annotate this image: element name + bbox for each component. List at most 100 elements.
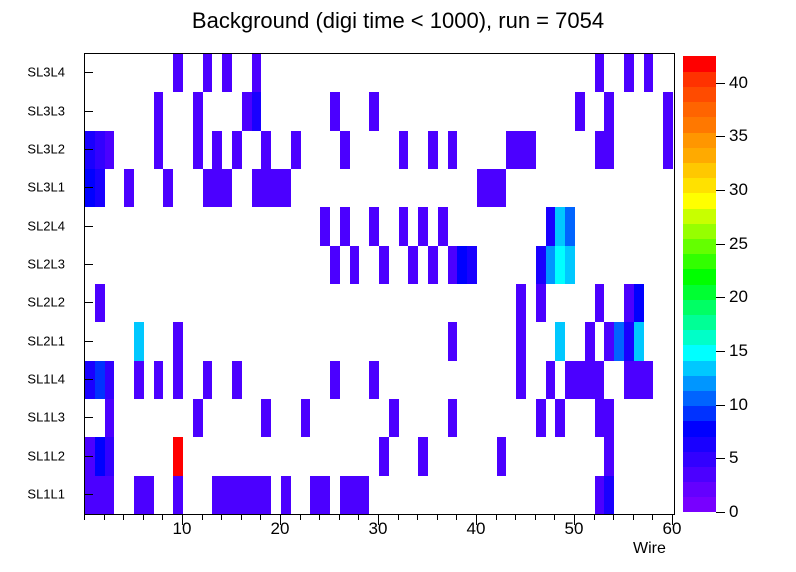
- heatmap-cell: [94, 130, 105, 169]
- heatmap-cell: [124, 169, 134, 208]
- heatmap-cell: [496, 169, 507, 208]
- heatmap-cell: [330, 245, 340, 284]
- palette-band: [683, 314, 716, 331]
- chart-title: Background (digi time < 1000), run = 705…: [191, 8, 605, 33]
- x-axis-minor-tick: [299, 514, 301, 520]
- heatmap-cell: [457, 245, 468, 284]
- x-axis-minor-tick: [613, 514, 615, 520]
- x-axis-major-tick: [574, 514, 576, 525]
- heatmap-cell: [153, 360, 164, 399]
- heatmap-cell: [545, 207, 556, 246]
- heatmap-cell: [339, 130, 350, 169]
- y-axis-label-sl2l3: SL2L3: [27, 256, 65, 272]
- heatmap-cell: [379, 245, 389, 284]
- heatmap-cell: [339, 475, 350, 514]
- heatmap-cell: [565, 245, 576, 284]
- palette-band: [683, 162, 716, 179]
- y-axis-label-sl3l3: SL3L3: [27, 103, 65, 118]
- palette-tick-label: 25: [729, 233, 748, 253]
- heatmap-cell: [241, 92, 252, 131]
- y-axis-tick: [84, 378, 93, 380]
- heatmap-cell: [388, 399, 399, 438]
- heatmap-cell: [604, 322, 615, 361]
- palette-band: [683, 496, 716, 512]
- heatmap-cell: [496, 437, 507, 476]
- palette-band: [683, 420, 716, 437]
- heatmap-cell: [300, 399, 311, 438]
- heatmap-cell: [104, 437, 115, 476]
- palette-band: [683, 284, 716, 300]
- heatmap-cell: [330, 92, 340, 131]
- palette-band: [683, 177, 716, 194]
- x-axis-major-tick: [182, 514, 183, 525]
- heatmap-cell: [94, 437, 105, 476]
- heatmap-cell: [516, 284, 526, 323]
- heatmap-cell: [535, 399, 546, 438]
- palette-band: [683, 132, 716, 148]
- heatmap-cell: [212, 169, 223, 208]
- y-axis-label-sl1l2: SL1L2: [27, 448, 65, 463]
- palette-tick-label: 5: [729, 448, 739, 468]
- palette-tick-label: 15: [729, 341, 748, 361]
- heatmap-cell: [516, 360, 526, 399]
- palette-band: [683, 86, 716, 103]
- heatmap-cell: [594, 130, 605, 169]
- heatmap-cell: [261, 399, 272, 438]
- palette-tick-label: 0: [729, 502, 739, 521]
- y-axis-tick: [84, 417, 93, 419]
- heatmap-cell: [94, 475, 105, 514]
- heatmap-cell: [251, 92, 262, 131]
- x-axis-minor-tick: [593, 514, 595, 520]
- palette-band: [683, 147, 716, 163]
- heatmap-cell: [241, 475, 252, 514]
- y-axis-label-sl2l4: SL2L4: [27, 218, 65, 233]
- x-axis-minor-tick: [534, 514, 536, 520]
- heatmap-cell: [447, 399, 458, 438]
- heatmap-cell: [516, 322, 526, 361]
- palette-band: [683, 101, 716, 118]
- x-axis-major-tick: [476, 514, 477, 525]
- heatmap-cell: [555, 207, 566, 246]
- heatmap-cell: [633, 322, 644, 361]
- heatmap-cell: [428, 130, 438, 169]
- heatmap-cell: [633, 284, 644, 323]
- heatmap-cell: [643, 360, 654, 399]
- heatmap-cell: [624, 322, 634, 361]
- heatmap-cell: [232, 130, 242, 169]
- heatmap-cell: [202, 360, 213, 399]
- palette-tick: [716, 82, 725, 84]
- heatmap-cell: [134, 360, 144, 399]
- heatmap-cell: [447, 245, 458, 284]
- heatmap-cell: [369, 92, 379, 131]
- x-axis-title: Wire: [633, 540, 666, 557]
- heatmap-cell: [281, 475, 291, 514]
- palette-band: [683, 360, 716, 376]
- palette-band: [683, 451, 716, 467]
- heatmap-cell: [467, 245, 477, 284]
- heatmap-cell: [555, 322, 566, 361]
- x-axis-minor-tick: [397, 514, 399, 520]
- heatmap-cell: [555, 245, 566, 284]
- x-axis-minor-tick: [123, 514, 125, 520]
- palette-band: [683, 436, 716, 452]
- heatmap-cell: [516, 130, 526, 169]
- x-axis-minor-tick: [358, 514, 360, 520]
- heatmap-cell: [408, 245, 419, 284]
- heatmap-cell: [261, 475, 272, 514]
- palette-tick-label: 30: [729, 180, 748, 200]
- heatmap-cell: [192, 92, 203, 131]
- heatmap-cell: [232, 360, 242, 399]
- heatmap-cell: [418, 437, 428, 476]
- y-axis-label-sl2l2: SL2L2: [27, 294, 65, 310]
- x-axis-minor-tick: [260, 514, 262, 520]
- color-palette-bar: [683, 56, 716, 512]
- x-axis-minor-tick: [201, 514, 203, 520]
- heatmap-cell: [173, 360, 183, 399]
- heatmap-cell: [134, 475, 144, 514]
- heatmap-cell: [222, 169, 232, 208]
- palette-band: [683, 268, 716, 285]
- heatmap-cell: [202, 54, 213, 93]
- y-axis-labels: SL1L1 SL1L2 SL1L3 SL1L4 SL2L1 SL2L2 SL2L3 SL2L4…: [0, 53, 78, 513]
- heatmap-cell: [643, 54, 654, 93]
